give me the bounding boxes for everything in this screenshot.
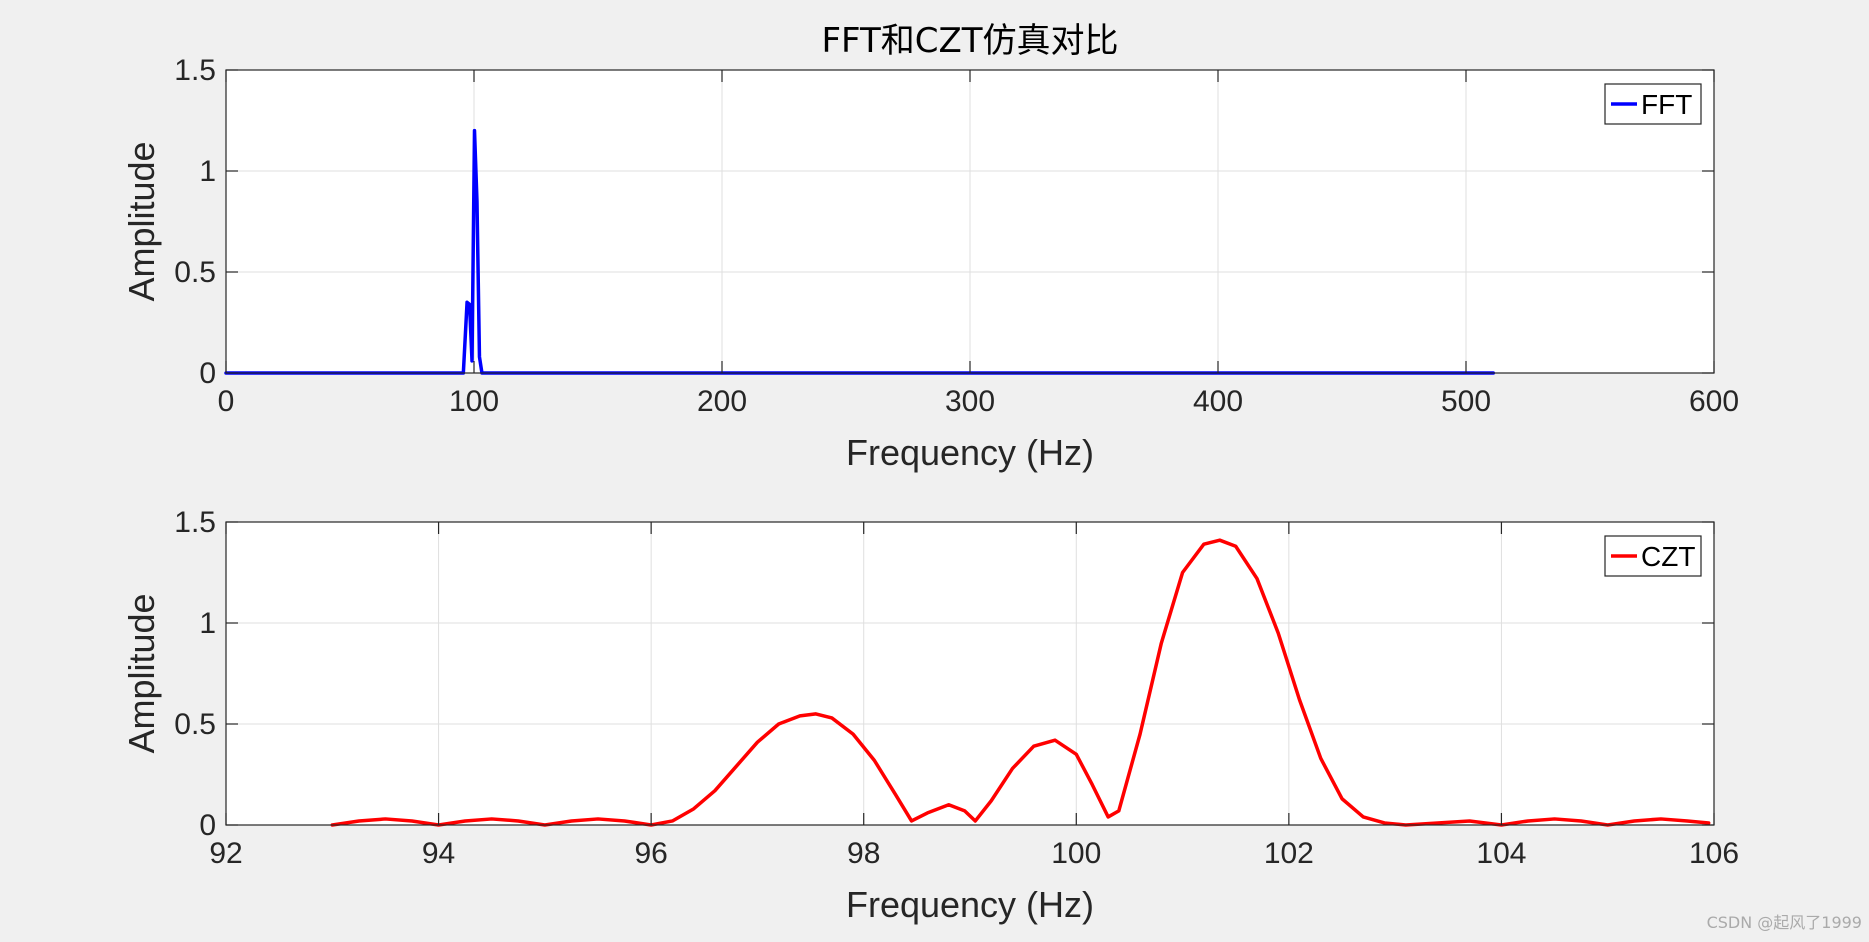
fft-subplot: 0 100 200 300 400 500 600 0 0.5 1 1.5 Frequency (Hz… bbox=[121, 21, 1739, 473]
x-tick-label: 200 bbox=[697, 385, 747, 418]
x-tick-label: 500 bbox=[1441, 385, 1491, 418]
x-axis-label: Frequency (Hz) bbox=[846, 884, 1094, 925]
x-tick-label: 400 bbox=[1193, 385, 1243, 418]
y-tick-label: 1.5 bbox=[174, 54, 216, 87]
plot-area bbox=[226, 522, 1714, 825]
watermark-text: CSDN @起风了1999 bbox=[1707, 913, 1862, 932]
x-tick-label: 92 bbox=[209, 837, 242, 870]
chart-title: FFT和CZT仿真对比 bbox=[821, 21, 1118, 61]
y-tick-label: 0 bbox=[199, 357, 216, 390]
series-line-czt bbox=[330, 538, 1711, 827]
axes-box bbox=[225, 521, 1715, 826]
x-tick-label: 102 bbox=[1264, 837, 1314, 870]
y-axis-label: Amplitude bbox=[121, 593, 162, 753]
x-tick-label: 100 bbox=[449, 385, 499, 418]
x-tick-label: 100 bbox=[1051, 837, 1101, 870]
y-tick-label: 1 bbox=[199, 155, 216, 188]
legend-label-czt: CZT bbox=[1641, 541, 1695, 572]
czt-subplot: 92 94 96 98 100 102 104 106 0 0.5 1 1.5 Frequency (H… bbox=[121, 506, 1739, 925]
x-tick-label: 600 bbox=[1689, 385, 1739, 418]
x-axis-label: Frequency (Hz) bbox=[846, 432, 1094, 473]
y-tick-label: 0.5 bbox=[174, 708, 216, 741]
y-axis-label: Amplitude bbox=[121, 141, 162, 301]
y-tick-label: 0.5 bbox=[174, 256, 216, 289]
x-tick-label: 94 bbox=[422, 837, 455, 870]
x-tick-label: 300 bbox=[945, 385, 995, 418]
x-tick-label: 0 bbox=[218, 385, 235, 418]
legend-label-fft: FFT bbox=[1641, 89, 1692, 120]
y-tick-label: 1.5 bbox=[174, 506, 216, 539]
x-tick-label: 104 bbox=[1476, 837, 1526, 870]
x-tick-label: 106 bbox=[1689, 837, 1739, 870]
y-tick-label: 1 bbox=[199, 607, 216, 640]
x-tick-label: 96 bbox=[634, 837, 667, 870]
x-tick-label: 98 bbox=[847, 837, 880, 870]
y-tick-label: 0 bbox=[199, 809, 216, 842]
